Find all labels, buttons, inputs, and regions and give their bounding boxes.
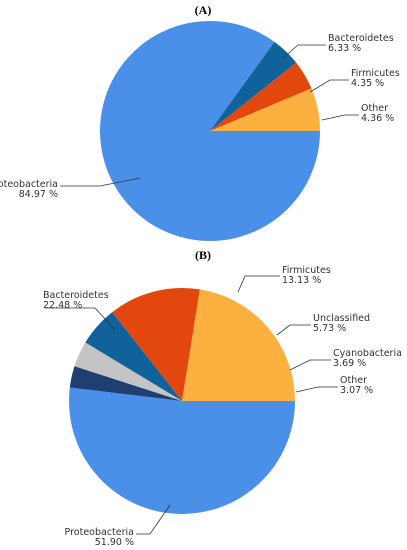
pie-b-slice-proteobacteria <box>68 387 295 514</box>
pie-b-value-bacteroidetes: 22.48 % <box>43 300 82 311</box>
pie-b-value-firmicutes: 13.13 % <box>282 275 321 286</box>
pie-a-value-bacteroidetes: 6.33 % <box>328 43 361 54</box>
pie-b-leader-line-unclassified <box>276 324 311 336</box>
pie-b-label-proteobacteria: Proteobacteria <box>65 527 134 538</box>
pie-a-leader-line-proteobacteria <box>60 177 141 187</box>
pie-a-slice-bacteroidetes <box>210 88 320 131</box>
pie-a-slice-other <box>210 41 297 131</box>
pie-b-leader-line-bacteroidetes <box>45 307 116 331</box>
pie-a-value-other: 4.36 % <box>361 113 394 124</box>
pie-a-value-proteobacteria: 84.97 % <box>19 189 58 200</box>
pie-b-slice-other <box>69 366 182 401</box>
pie-a-leader-line-firmicutes <box>309 79 349 93</box>
pie-b-value-proteobacteria: 51.90 % <box>95 537 134 548</box>
pie-b-slice-firmicutes <box>112 287 200 401</box>
pie-b-label-firmicutes: Firmicutes <box>282 265 331 276</box>
pie-b-slice-cyanobacteria <box>74 342 182 401</box>
pie-b-label-bacteroidetes: Bacteroidetes <box>43 290 109 301</box>
panel-label-b: (B) <box>195 248 211 262</box>
pie-b-leader-line-other <box>295 386 338 393</box>
pie-a-leader-line-other <box>321 114 359 121</box>
pie-b-label-unclassified: Unclassified <box>313 313 370 324</box>
panel-label-a: (A) <box>195 3 212 17</box>
pie-b-label-cyanobacteria: Cyanobacteria <box>333 348 402 359</box>
pie-a-label-firmicutes: Firmicutes <box>351 68 400 79</box>
pie-a-value-firmicutes: 4.35 % <box>351 78 384 89</box>
pie-b-value-unclassified: 5.73 % <box>313 323 346 334</box>
pie-b-slice-bacteroidetes <box>182 289 295 401</box>
pie-a-label-bacteroidetes: Bacteroidetes <box>328 33 394 44</box>
pie-b-value-other: 3.07 % <box>340 385 373 396</box>
pie-a-leader-line-bacteroidetes <box>282 44 326 59</box>
pie-a-label-proteobacteria: Proteobacteria <box>0 179 58 190</box>
pie-b-leader-line-cyanobacteria <box>289 359 331 371</box>
pie-b-label-other: Other <box>340 375 367 386</box>
pie-a-label-other: Other <box>361 103 388 114</box>
pie-a-slice-firmicutes <box>210 62 312 131</box>
pie-b-slice-unclassified <box>85 312 182 401</box>
pie-a-slice-proteobacteria <box>99 20 320 241</box>
pie-b-leader-line-firmicutes <box>237 275 280 293</box>
pie-b-value-cyanobacteria: 3.69 % <box>333 358 366 369</box>
pie-b-leader-line-proteobacteria <box>136 504 171 535</box>
